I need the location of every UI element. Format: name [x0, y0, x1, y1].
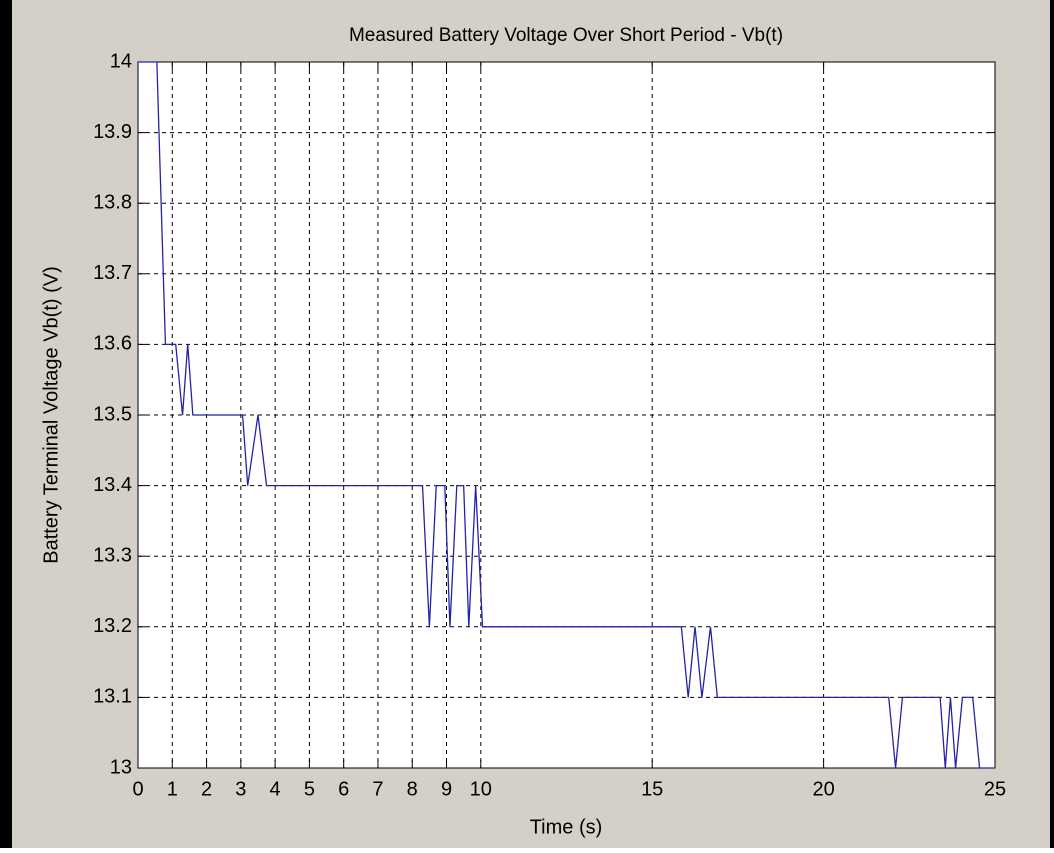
x-tick-label: 2 — [201, 778, 212, 800]
y-tick-label: 13.4 — [93, 474, 132, 496]
y-tick-label: 13.3 — [93, 544, 132, 566]
y-axis-label: Battery Terminal Voltage Vb(t) (V) — [40, 266, 62, 564]
x-tick-label: 6 — [338, 778, 349, 800]
x-tick-label: 8 — [407, 778, 418, 800]
y-tick-label: 13.6 — [93, 333, 132, 355]
x-tick-label: 10 — [470, 778, 492, 800]
y-tick-label: 13.8 — [93, 191, 132, 213]
y-tick-label: 13.5 — [93, 403, 132, 425]
data-line — [138, 61, 995, 769]
y-tick-label: 14 — [110, 50, 132, 72]
y-tick-label: 13.2 — [93, 615, 132, 637]
x-tick-label: 3 — [235, 778, 246, 800]
axes-box — [137, 61, 996, 769]
x-tick-label: 4 — [270, 778, 281, 800]
x-tick-label: 5 — [304, 778, 315, 800]
y-tick-label: 13.7 — [93, 262, 132, 284]
window-border — [0, 0, 12, 848]
x-axis-label: Time (s) — [530, 816, 603, 838]
x-tick-label: 25 — [984, 778, 1006, 800]
x-tick-label: 0 — [132, 778, 143, 800]
x-tick-label: 1 — [167, 778, 178, 800]
window-border — [1050, 0, 1054, 848]
y-tick-label: 13.9 — [93, 121, 132, 143]
x-tick-label: 7 — [372, 778, 383, 800]
x-tick-label: 9 — [441, 778, 452, 800]
x-tick-label: 15 — [641, 778, 663, 800]
y-tick-label: 13.1 — [93, 686, 132, 708]
chart-title: Measured Battery Voltage Over Short Peri… — [349, 25, 783, 46]
y-tick-label: 13 — [110, 756, 132, 778]
x-tick-label: 20 — [812, 778, 834, 800]
